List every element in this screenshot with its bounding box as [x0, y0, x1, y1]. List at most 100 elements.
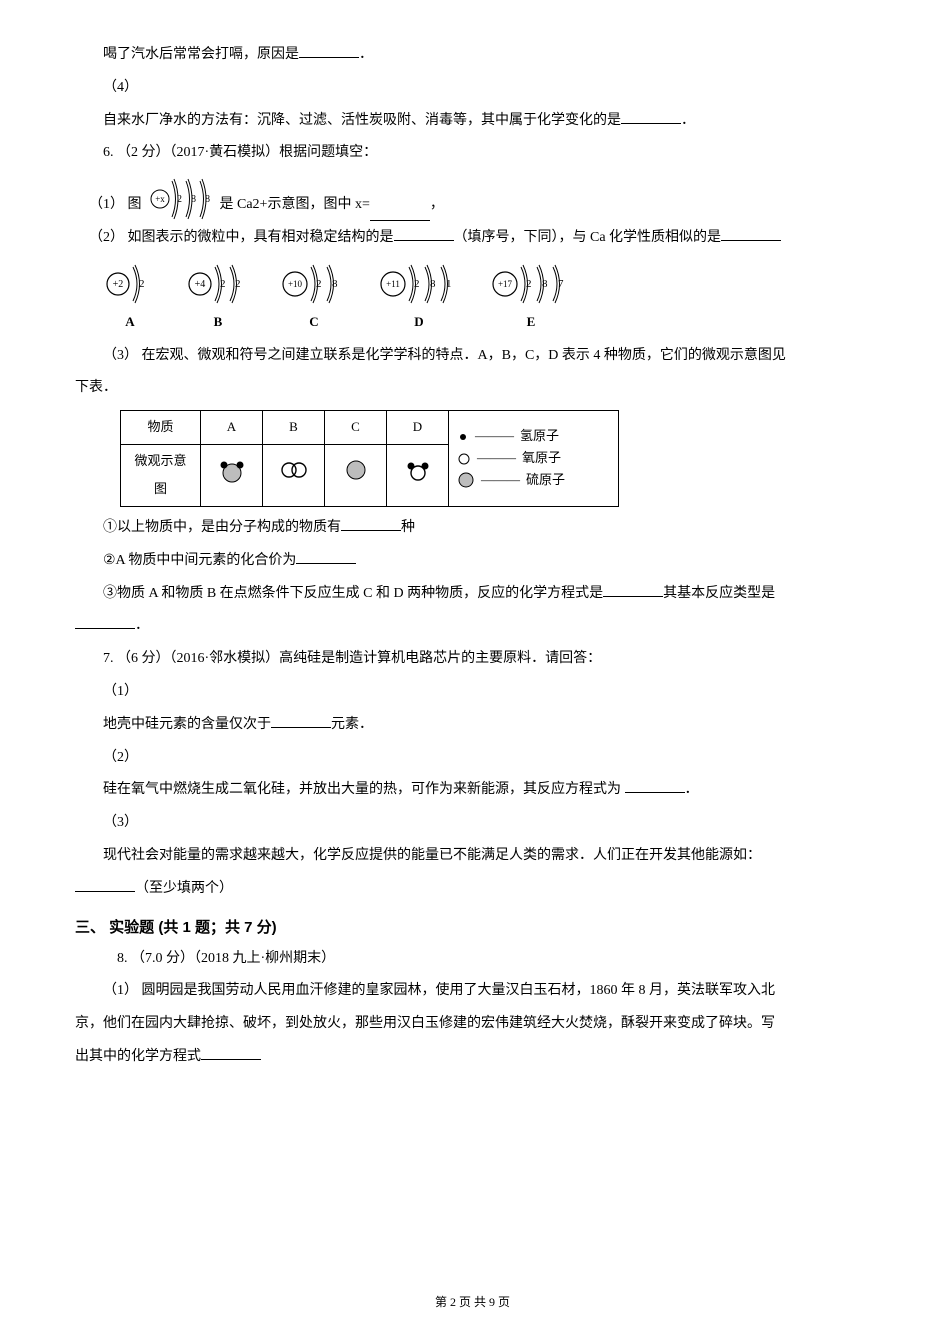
text: 6. （2 分）（2017·黄石模拟）根据问题填空： [103, 145, 377, 160]
cell: A [201, 411, 263, 445]
svg-text:8: 8 [205, 194, 210, 205]
svg-text:+2: +2 [113, 279, 124, 290]
text: 页 共 [456, 1295, 489, 1309]
text: （2） 如图表示的微粒中，具有相对稳定结构的是 [89, 230, 394, 245]
text: 下表． [75, 380, 117, 395]
q7-l1: 地壳中硅元素的含量仅次于 元素． [75, 710, 870, 741]
blank[interactable] [299, 42, 359, 58]
q7-head: 7. （6 分）（2016·邻水模拟）高纯硅是制造计算机电路芯片的主要原料．请回… [75, 644, 870, 675]
q6-table: 物质 A B C D ———氢原子 ———氧原子 ———硫原子 微观示意图 [120, 410, 619, 507]
svg-text:+x: +x [155, 194, 165, 204]
q6-sub2: ②A 物质中中间元素的化合价为 [75, 546, 870, 577]
text: 地壳中硅元素的含量仅次于 [103, 717, 271, 732]
blank[interactable] [75, 876, 135, 892]
blank[interactable] [621, 108, 681, 124]
svg-text:8: 8 [332, 278, 338, 290]
q7-l3b: （至少填两个） [75, 874, 870, 905]
q6-head: 6. （2 分）（2017·黄石模拟）根据问题填空： [75, 138, 870, 169]
section3-title: 三、 实验题 (共 1 题；共 7 分) [75, 911, 870, 944]
q6-sub1: ①以上物质中，是由分子构成的物质有 种 [75, 513, 870, 544]
table-row: 物质 A B C D ———氢原子 ———氧原子 ———硫原子 [121, 411, 619, 445]
svg-text:2: 2 [235, 278, 241, 290]
text: 其基本反应类型是 [663, 586, 775, 601]
blank[interactable] [721, 225, 781, 241]
cell-mol-b [263, 444, 325, 506]
text: 种 [401, 520, 415, 535]
blank[interactable] [271, 712, 331, 728]
q6-sub3a: ③物质 A 和物质 B 在点燃条件下反应生成 C 和 D 两种物质，反应的化学方… [75, 579, 870, 610]
text: ． [135, 618, 149, 633]
svg-text:2: 2 [414, 278, 420, 290]
text: 页 [495, 1295, 510, 1309]
q6-part2: （2） 如图表示的微粒中，具有相对稳定结构的是 （填序号，下同），与 Ca 化学性… [89, 223, 870, 254]
text: 第 [435, 1295, 450, 1309]
svg-text:8: 8 [430, 278, 436, 290]
q8-p1a: （1） 圆明园是我国劳动人民用血汗修建的皇家园林，使用了大量汉白玉石材，1860… [75, 976, 870, 1007]
cell: C [325, 411, 387, 445]
cell-mol-a [201, 444, 263, 506]
svg-text:2: 2 [139, 278, 145, 290]
q6-diagrams-row: +2 2 A +4 2 2 B +10 2 8 C [103, 260, 870, 337]
text: ． [359, 47, 373, 62]
q5-part4-label: （4） [75, 73, 870, 104]
text: 氢原子 [520, 426, 559, 447]
atom-diagram-e: +17 2 8 7 E [489, 260, 573, 337]
q8-head: 8. （7.0 分）（2018 九上·柳州期末） [75, 944, 870, 975]
q8-p1c: 出其中的化学方程式 [75, 1042, 870, 1073]
text: 硫原子 [526, 470, 565, 491]
atom-diagram-d: +11 2 8 1 D [377, 260, 461, 337]
label: D [377, 308, 461, 337]
text: （2） [103, 750, 138, 765]
blank[interactable] [296, 548, 356, 564]
text: （1） 圆明园是我国劳动人民用血汗修建的皇家园林，使用了大量汉白玉石材，1860… [103, 983, 775, 998]
svg-text:+10: +10 [288, 279, 303, 289]
q6-part3-b: 下表． [75, 373, 870, 404]
blank[interactable] [625, 777, 685, 793]
label: C [279, 308, 349, 337]
text: 喝了汽水后常常会打嗝，原因是 [103, 47, 299, 62]
text: ①以上物质中，是由分子构成的物质有 [103, 520, 341, 535]
svg-text:7: 7 [558, 278, 564, 290]
q6-part1: （1） 图 +x 2 8 8 是 Ca2+示意图，图中 x=， [89, 171, 870, 221]
text: 是 Ca2+示意图，图中 x= [220, 190, 370, 221]
text: 出其中的化学方程式 [75, 1049, 201, 1064]
svg-text:2: 2 [177, 194, 182, 205]
svg-text:+17: +17 [498, 279, 513, 289]
text: ②A 物质中中间元素的化合价为 [103, 553, 296, 568]
text: 京，他们在园内大肆抢掠、破坏，到处放火，那些用汉白玉修建的宏伟建筑经大火焚烧，酥… [75, 1016, 775, 1031]
svg-text:2: 2 [220, 278, 226, 290]
q5-line-water: 自来水厂净水的方法有：沉降、过滤、活性炭吸附、消毒等，其中属于化学变化的是． [75, 106, 870, 137]
blank[interactable] [603, 581, 663, 597]
q7-p1: （1） [75, 677, 870, 708]
text: 氧原子 [522, 448, 561, 469]
text: ． [681, 113, 695, 128]
blank[interactable] [201, 1044, 261, 1060]
q7-p3: （3） [75, 808, 870, 839]
blank[interactable] [75, 613, 135, 629]
text: （3） 在宏观、微观和符号之间建立联系是化学学科的特点．A，B，C，D 表示 4… [103, 348, 786, 363]
cell: 微观示意图 [121, 444, 201, 506]
text: 三、 实验题 (共 1 题；共 7 分) [75, 919, 277, 936]
text: 元素． [331, 717, 373, 732]
text: ③物质 A 和物质 B 在点燃条件下反应生成 C 和 D 两种物质，反应的化学方… [103, 586, 603, 601]
text: （填序号，下同），与 Ca 化学性质相似的是 [454, 230, 722, 245]
q6-sub3b: ． [75, 611, 870, 642]
svg-text:8: 8 [191, 194, 196, 205]
blank[interactable] [394, 225, 454, 241]
svg-text:2: 2 [526, 278, 532, 290]
legend-o: ———氧原子 [457, 448, 610, 469]
q7-l3a: 现代社会对能量的需求越来越大，化学反应提供的能量已不能满足人类的需求．人们正在开… [75, 841, 870, 872]
text: 硅在氧气中燃烧生成二氧化硅，并放出大量的热，可作为来新能源，其反应方程式为 [103, 782, 621, 797]
text: （4） [103, 80, 138, 95]
atom-diagram-a: +2 2 A [103, 260, 157, 337]
q8-p1b: 京，他们在园内大肆抢掠、破坏，到处放火，那些用汉白玉修建的宏伟建筑经大火焚烧，酥… [75, 1009, 870, 1040]
blank[interactable] [370, 205, 430, 221]
text: （1） [103, 684, 138, 699]
svg-text:+4: +4 [195, 279, 206, 290]
q5-line-soda: 喝了汽水后常常会打嗝，原因是 ． [75, 40, 870, 71]
cell: B [263, 411, 325, 445]
blank[interactable] [341, 515, 401, 531]
cell: D [387, 411, 449, 445]
svg-text:2: 2 [316, 278, 322, 290]
text: 8. （7.0 分）（2018 九上·柳州期末） [117, 951, 335, 966]
